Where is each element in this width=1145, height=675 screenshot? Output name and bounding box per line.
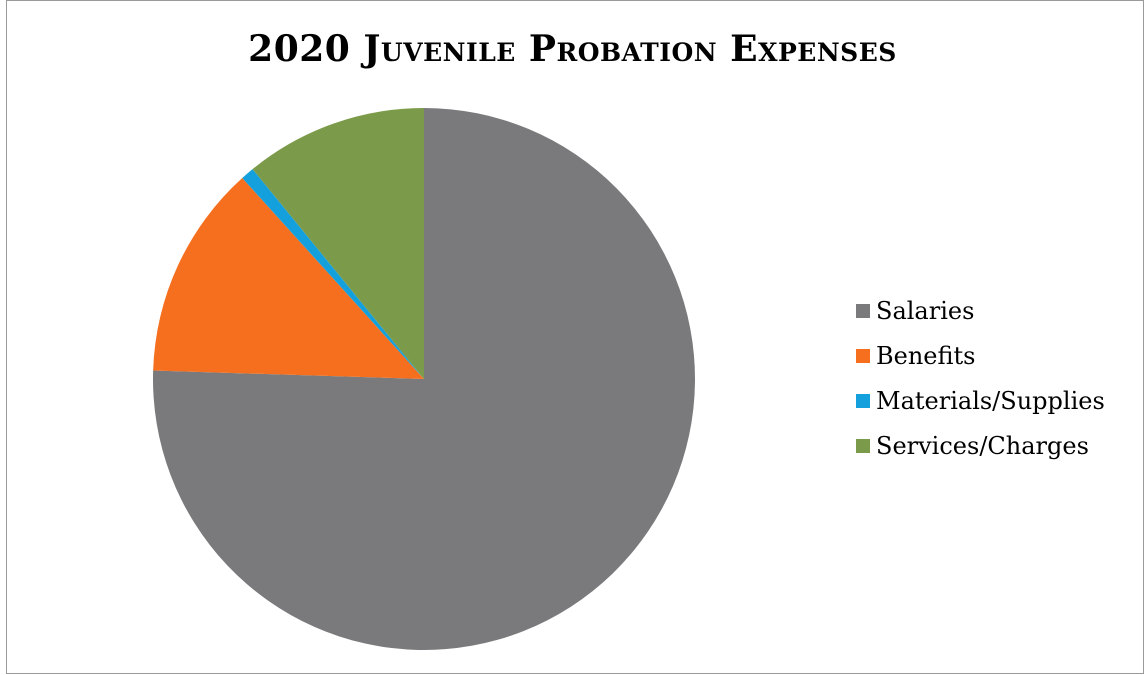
legend-swatch-benefits: [856, 348, 870, 363]
legend-item-services-charges: Services/Charges: [856, 423, 1105, 468]
chart-title: 2020 Juvenile Probation Expenses: [248, 28, 897, 70]
pie-slice-benefits: [153, 177, 424, 379]
legend-label-materials-supplies: Materials/Supplies: [876, 386, 1105, 415]
legend-item-materials-supplies: Materials/Supplies: [856, 378, 1105, 423]
pie-slice-materials-supplies: [242, 169, 424, 379]
pie-slice-services-charges: [252, 108, 424, 379]
legend-label-salaries: Salaries: [876, 296, 975, 325]
legend-label-services-charges: Services/Charges: [876, 431, 1089, 460]
legend-label-benefits: Benefits: [876, 341, 976, 370]
legend-swatch-salaries: [856, 303, 870, 318]
legend-item-benefits: Benefits: [856, 333, 1105, 378]
legend-swatch-services-charges: [856, 438, 870, 453]
chart-legend: Salaries Benefits Materials/Supplies Servic…: [856, 288, 1105, 468]
legend-swatch-materials-supplies: [856, 393, 870, 408]
pie-slice-salaries: [152, 108, 695, 650]
legend-item-salaries: Salaries: [856, 288, 1105, 333]
